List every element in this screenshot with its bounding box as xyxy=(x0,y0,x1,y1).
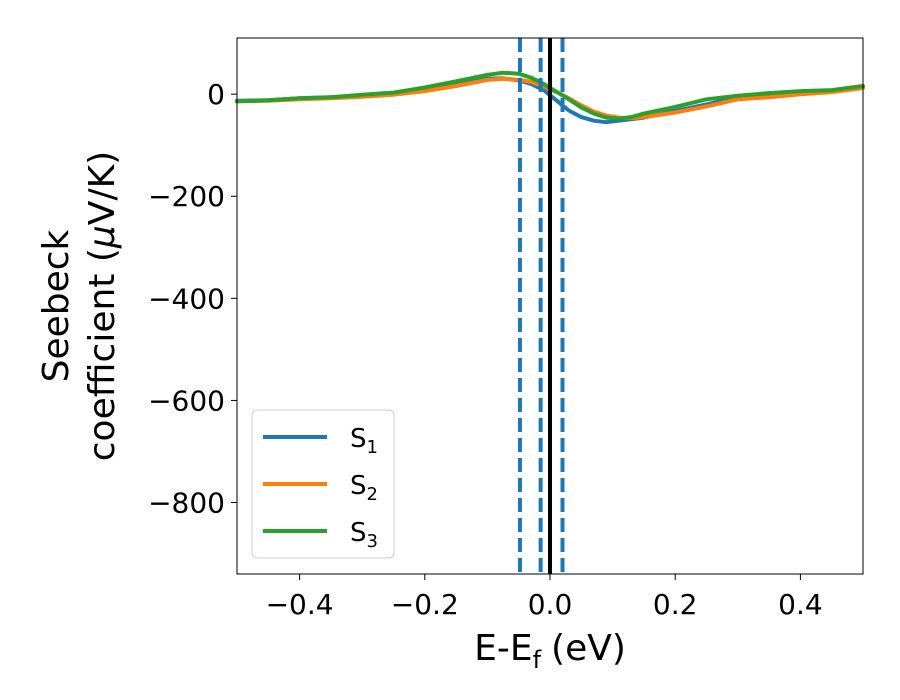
y-tick-label: 0 xyxy=(207,78,225,111)
vertical-reference-lines xyxy=(517,38,565,574)
plot-lines xyxy=(235,70,865,125)
y-axis-label-line1: Seebeck xyxy=(36,229,77,382)
x-axis-label: E-Ef (eV) xyxy=(474,628,626,674)
series-line-s3 xyxy=(235,70,865,121)
legend-label-s1: S1 xyxy=(350,424,378,458)
x-tick-label: −0.2 xyxy=(391,588,459,621)
y-axis-ticks: 0 −200 −400 −600 −800 xyxy=(148,78,237,520)
x-tick-label: 0.0 xyxy=(528,588,573,621)
y-tick-label: −400 xyxy=(148,282,225,315)
y-tick-label: −200 xyxy=(148,180,225,213)
legend: S1 S2 S3 xyxy=(251,409,395,559)
legend-label-s2: S2 xyxy=(350,471,378,505)
x-tick-label: 0.2 xyxy=(653,588,698,621)
legend-label-s3: S3 xyxy=(350,518,378,552)
y-axis-label-line2: coefficient (μV/K) xyxy=(82,151,123,461)
x-axis-ticks: −0.4 −0.2 0.0 0.2 0.4 xyxy=(266,574,823,621)
y-tick-label: −600 xyxy=(148,384,225,417)
x-tick-label: 0.4 xyxy=(778,588,823,621)
y-axis-label: Seebeck coefficient (μV/K) xyxy=(36,151,123,461)
y-tick-label: −800 xyxy=(148,487,225,520)
x-tick-label: −0.4 xyxy=(266,588,334,621)
